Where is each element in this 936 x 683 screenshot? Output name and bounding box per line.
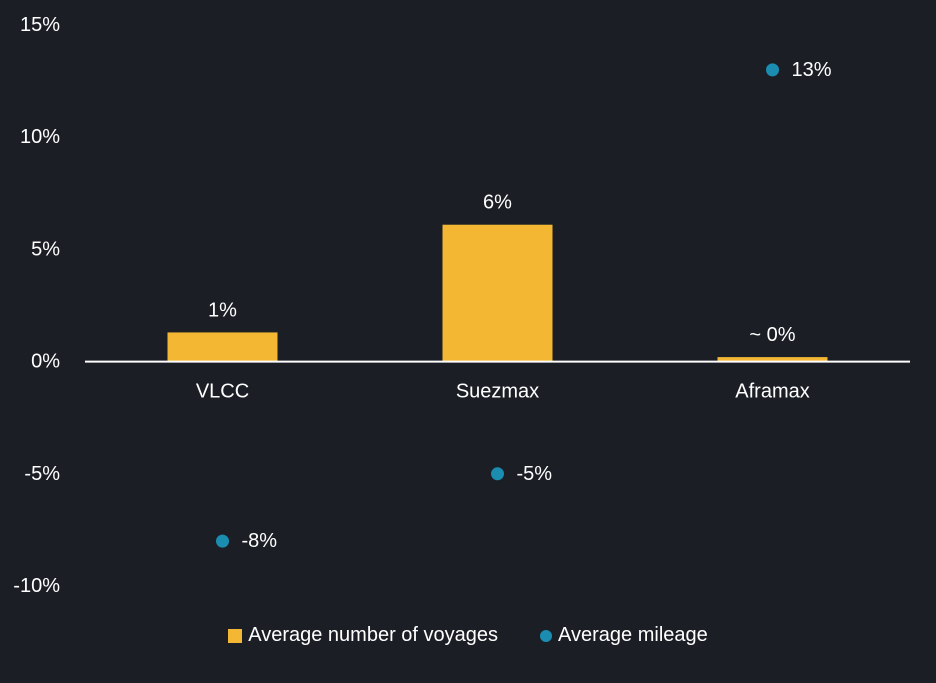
- x-tick-label: VLCC: [196, 381, 249, 403]
- bar-data-label: 6%: [483, 192, 512, 214]
- scatter-data-label: -5%: [517, 463, 553, 485]
- bar-data-label: 1%: [208, 299, 237, 321]
- scatter-series: -8% -5% 13%: [216, 59, 832, 552]
- bar: [717, 357, 828, 362]
- legend-label-voyages: Average number of voyages: [248, 624, 499, 646]
- legend-swatch-mileage: [540, 629, 553, 642]
- y-tick-label: 0%: [31, 351, 60, 373]
- x-axis-ticks: VLCC Suezmax Aframax: [196, 381, 810, 403]
- legend-item-voyages: Average number of voyages: [228, 624, 498, 647]
- legend-swatch-voyages: [228, 628, 243, 643]
- scatter-data-label: -8%: [242, 530, 278, 552]
- y-tick-label: -5%: [24, 463, 60, 485]
- scatter-point: [216, 534, 229, 548]
- y-tick-label: 15%: [20, 14, 60, 36]
- y-tick-label: 5%: [31, 238, 60, 260]
- bar: [442, 224, 553, 362]
- y-tick-label: -10%: [13, 575, 60, 597]
- legend: Average number of voyages Average mileag…: [0, 624, 936, 647]
- x-tick-label: Suezmax: [456, 381, 539, 403]
- bar-data-label: ~ 0%: [749, 324, 795, 346]
- legend-label-mileage: Average mileage: [558, 624, 708, 646]
- scatter-point: [766, 63, 779, 77]
- bar: [167, 332, 278, 362]
- y-axis-ticks: 15% 10% 5% 0% -5% -10%: [13, 14, 60, 597]
- bar-series: 1% 6% ~ 0%: [167, 192, 828, 362]
- scatter-point: [491, 467, 504, 481]
- legend-item-mileage: Average mileage: [540, 624, 708, 647]
- x-tick-label: Aframax: [735, 381, 809, 403]
- scatter-data-label: 13%: [792, 59, 832, 81]
- y-tick-label: 10%: [20, 126, 60, 148]
